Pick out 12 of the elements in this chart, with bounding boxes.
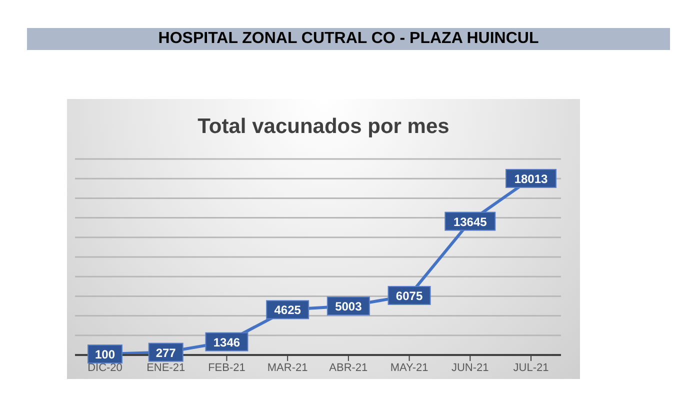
chart-title: HOSPITAL ZONAL CUTRAL CO - PLAZA HUINCUL <box>27 28 670 50</box>
x-tick-label: ENE-21 <box>146 362 186 374</box>
chart-subtitle: Total vacunados por mes <box>196 115 450 139</box>
x-tick-label: DIC-20 <box>88 362 122 374</box>
data-label: 18013 <box>514 172 548 186</box>
x-tick-label: FEB-21 <box>208 362 246 374</box>
x-tick-label: MAY-21 <box>390 362 428 374</box>
x-tick-label: JUL-21 <box>513 362 549 374</box>
x-tick-label: MAR-21 <box>267 362 308 374</box>
x-tick-label: JUN-21 <box>451 362 489 374</box>
data-label: 13645 <box>453 214 488 229</box>
x-tick-label: ABR-21 <box>329 362 368 374</box>
